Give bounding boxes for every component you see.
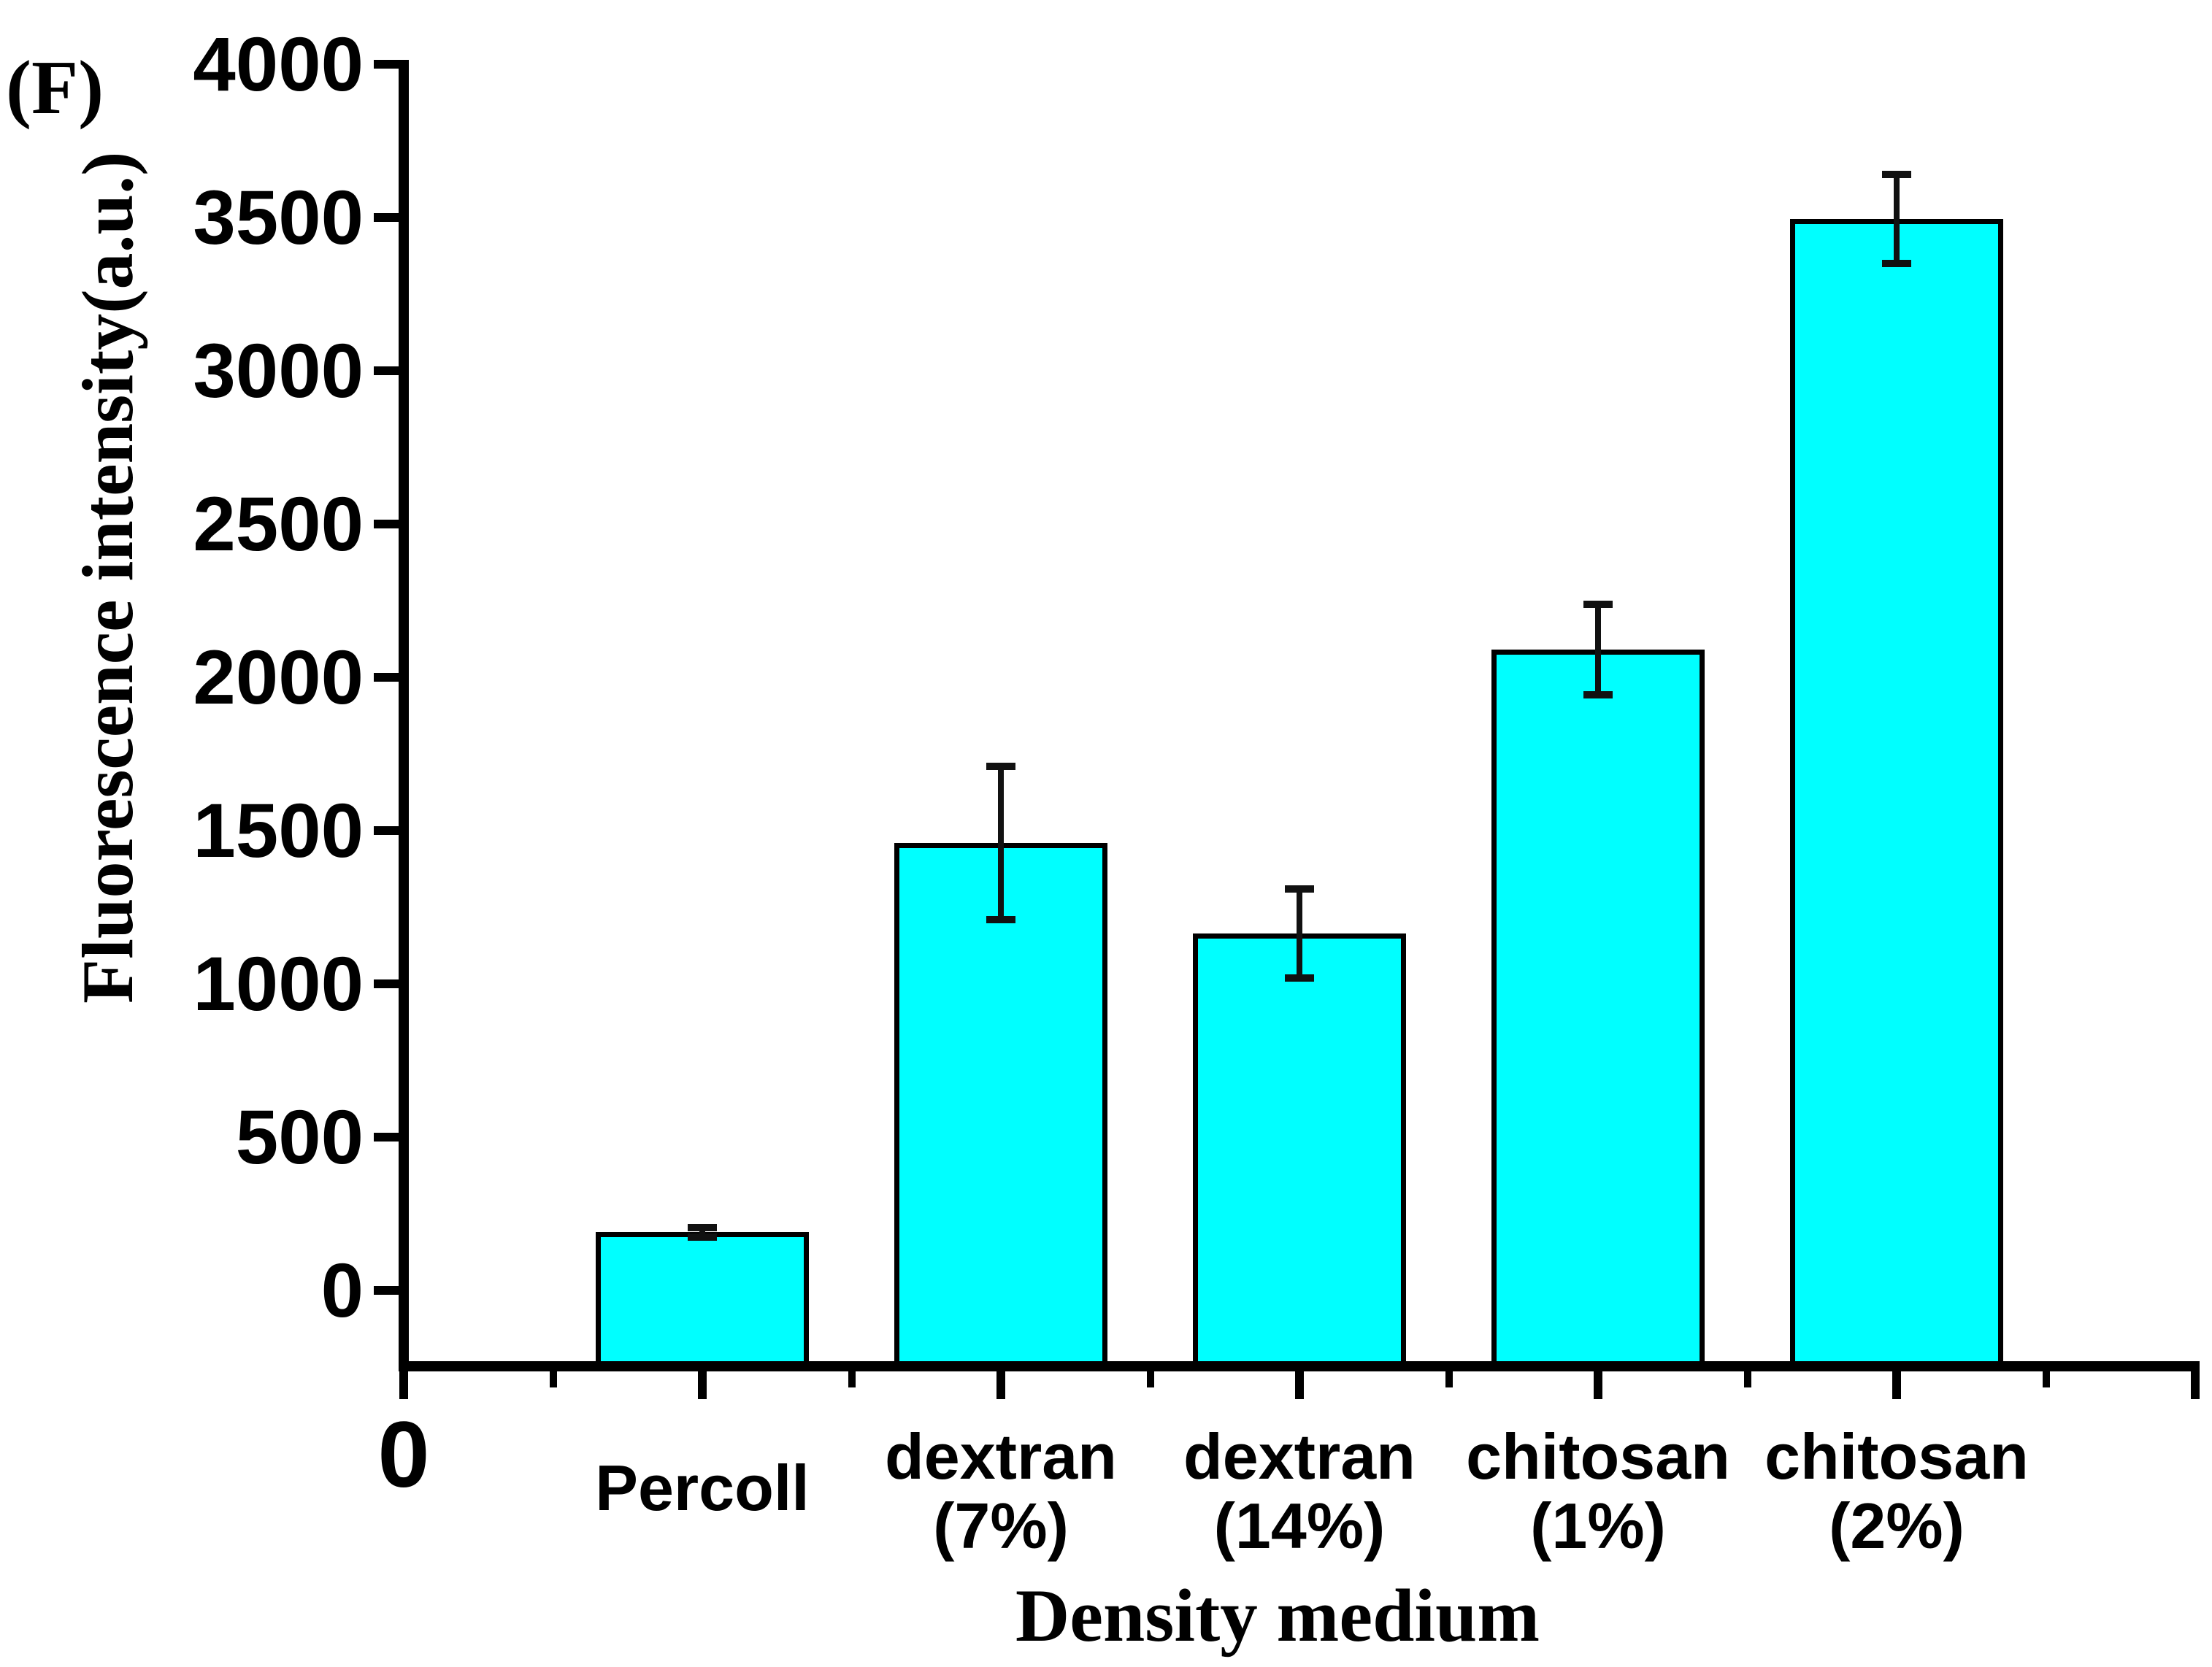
bar — [1790, 219, 2003, 1371]
category-label-line: (1%) — [1530, 1490, 1666, 1562]
x-minor-tick — [1146, 1371, 1154, 1387]
error-bar-stem — [1894, 174, 1900, 264]
error-bar-stem — [1297, 888, 1302, 978]
error-bar-cap-bottom — [688, 1233, 717, 1241]
category-label-line: Percoll — [595, 1452, 810, 1524]
y-tick-label: 500 — [235, 1095, 364, 1180]
y-tick-label: 4000 — [193, 22, 364, 107]
x-major-tick — [2191, 1371, 2200, 1399]
y-minor-tick — [385, 674, 399, 681]
x-major-tick — [399, 1371, 408, 1399]
error-bar-cap-top — [688, 1223, 717, 1231]
category-label-line: chitosan — [1764, 1420, 2029, 1493]
bar — [1193, 933, 1406, 1371]
error-bar-stem — [1595, 604, 1601, 696]
y-tick-label: 2000 — [193, 635, 364, 720]
error-bar-cap-bottom — [986, 915, 1015, 923]
category-label-line: (7%) — [933, 1490, 1069, 1562]
x-minor-tick — [549, 1371, 557, 1387]
x-axis-title: Density medium — [1015, 1574, 1540, 1658]
x-axis-line — [399, 1361, 2200, 1371]
x-major-tick — [996, 1371, 1005, 1399]
y-tick-label: 1000 — [193, 942, 364, 1027]
category-label-line: dextran — [1183, 1420, 1416, 1493]
category-label-line: (2%) — [1829, 1490, 1965, 1562]
x-origin-tick-label: 0 — [377, 1403, 430, 1507]
bar — [596, 1232, 809, 1371]
y-minor-tick — [385, 520, 399, 528]
y-axis-line — [399, 60, 409, 1371]
y-minor-tick — [385, 367, 399, 374]
error-bar-cap-top — [1882, 170, 1911, 178]
x-major-tick — [1892, 1371, 1901, 1399]
y-minor-tick — [385, 980, 399, 988]
error-bar-cap-bottom — [1285, 974, 1314, 982]
error-bar-cap-bottom — [1882, 260, 1911, 268]
y-minor-tick — [385, 1133, 399, 1141]
y-minor-tick — [385, 827, 399, 834]
error-bar-stem — [699, 1227, 705, 1237]
error-bar-cap-bottom — [1583, 691, 1613, 699]
x-major-tick — [1594, 1371, 1602, 1399]
x-major-tick — [698, 1371, 707, 1399]
error-bar-cap-top — [1285, 885, 1314, 893]
error-bar-cap-top — [986, 762, 1015, 770]
figure-panel-label: (F) — [6, 45, 104, 130]
x-minor-tick — [848, 1371, 856, 1387]
x-minor-tick — [2042, 1371, 2050, 1387]
error-bar-cap-top — [1583, 601, 1613, 609]
category-label-line: chitosan — [1466, 1420, 1730, 1493]
y-minor-tick — [385, 214, 399, 221]
y-tick-label: 3500 — [193, 175, 364, 261]
bar — [1491, 650, 1705, 1371]
y-axis-title: Fluorescence intensity(a.u.) — [67, 151, 148, 1004]
category-label-line: (14%) — [1213, 1490, 1386, 1562]
y-tick-label: 2500 — [193, 482, 364, 567]
y-tick-label: 0 — [320, 1248, 364, 1333]
y-minor-tick — [385, 1287, 399, 1294]
category-label-line: dextran — [885, 1420, 1117, 1493]
x-minor-tick — [1445, 1371, 1453, 1387]
y-tick-label: 1500 — [193, 788, 364, 874]
bar — [894, 842, 1107, 1371]
y-tick-label: 3000 — [193, 328, 364, 414]
error-bar-stem — [998, 766, 1004, 920]
x-minor-tick — [1743, 1371, 1751, 1387]
x-major-tick — [1295, 1371, 1304, 1399]
y-major-tick — [374, 60, 399, 69]
